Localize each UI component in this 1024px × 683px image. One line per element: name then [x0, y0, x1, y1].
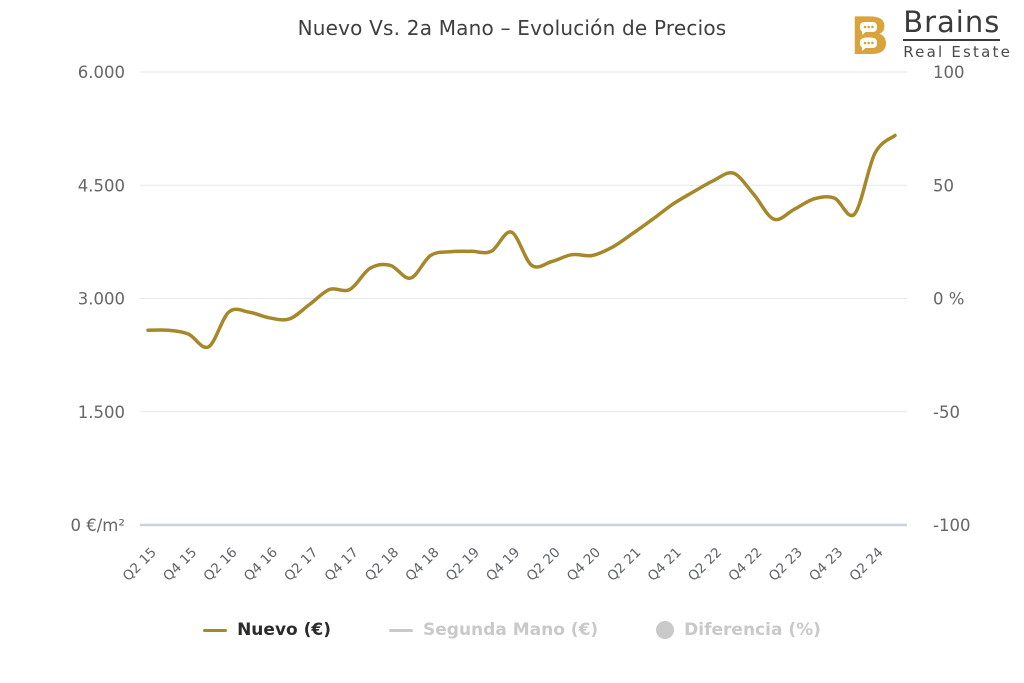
y-axis-left-tick-label: 4.500 [78, 176, 125, 195]
price-evolution-chart: 6.000 4.500 3.000 1.500 0 €/m² 100 50 0 % -50 -10… [71, 63, 971, 585]
y-axis-right-tick-label: -100 [933, 516, 970, 535]
legend-label-segunda-mano: Segunda Mano (€) [423, 620, 599, 640]
logo-sub-text: Real Estate [903, 43, 1012, 61]
legend-label-nuevo: Nuevo (€) [237, 620, 331, 640]
y-axis-right-tick-label: 0 % [933, 290, 964, 309]
x-axis-label: Q4 21 [645, 545, 685, 585]
x-axis-label: Q2 17 [281, 545, 321, 585]
series-line-nuevo [146, 133, 897, 350]
legend-marker-nuevo-line [203, 628, 228, 632]
y-axis-right-tick-label: 100 [933, 63, 965, 82]
legend-item-segunda-mano[interactable]: Segunda Mano (€) [389, 620, 598, 640]
y-axis-left-tick-label: 6.000 [78, 63, 125, 82]
x-axis-label: Q2 22 [685, 545, 725, 585]
x-axis-label: Q2 23 [766, 545, 806, 585]
y-axis-left-tick-label: 3.000 [78, 290, 125, 309]
x-axis-label: Q2 16 [201, 545, 241, 585]
legend-item-diferencia[interactable]: Diferencia (%) [656, 620, 821, 640]
logo-brand-text: Brains [903, 5, 1001, 41]
x-axis-label: Q4 18 [402, 545, 442, 585]
x-axis-label: Q4 20 [564, 545, 604, 585]
chart-title: Nuevo Vs. 2a Mano – Evolución de Precios [297, 16, 727, 40]
x-axis-label: Q2 15 [120, 545, 160, 585]
x-axis-label: Q4 15 [160, 545, 200, 585]
legend-item-nuevo[interactable]: Nuevo (€) [203, 620, 331, 640]
legend-label-diferencia: Diferencia (%) [684, 620, 821, 640]
chart-legend: Nuevo (€) Segunda Mano (€) Diferencia (%… [0, 620, 1024, 640]
x-axis-label: Q2 24 [847, 545, 887, 585]
legend-marker-diferencia-circle [656, 621, 675, 639]
x-axis-label: Q4 19 [483, 545, 523, 585]
x-axis-label: Q2 19 [443, 545, 483, 585]
x-axis-label: Q4 23 [806, 545, 846, 585]
y-axis-left-tick-label: 0 €/m² [71, 516, 126, 535]
y-axis-right-tick-label: -50 [933, 403, 960, 422]
y-axis-left-tick-label: 1.500 [78, 403, 125, 422]
x-axis-label: Q2 21 [604, 545, 644, 585]
y-axis-right-tick-label: 50 [933, 176, 954, 195]
brains-b-icon: B [850, 10, 890, 60]
legend-marker-segunda-mano-line [389, 628, 413, 632]
x-axis-label: Q4 22 [725, 545, 765, 585]
brand-logo: B Brains Real Estate [847, 5, 1012, 62]
svg-text:B: B [850, 10, 890, 60]
x-axis-label: Q2 18 [362, 545, 402, 585]
x-axis-label: Q4 17 [322, 545, 362, 585]
x-axis-label: Q2 20 [524, 545, 564, 585]
x-axis-label: Q4 16 [241, 545, 281, 585]
